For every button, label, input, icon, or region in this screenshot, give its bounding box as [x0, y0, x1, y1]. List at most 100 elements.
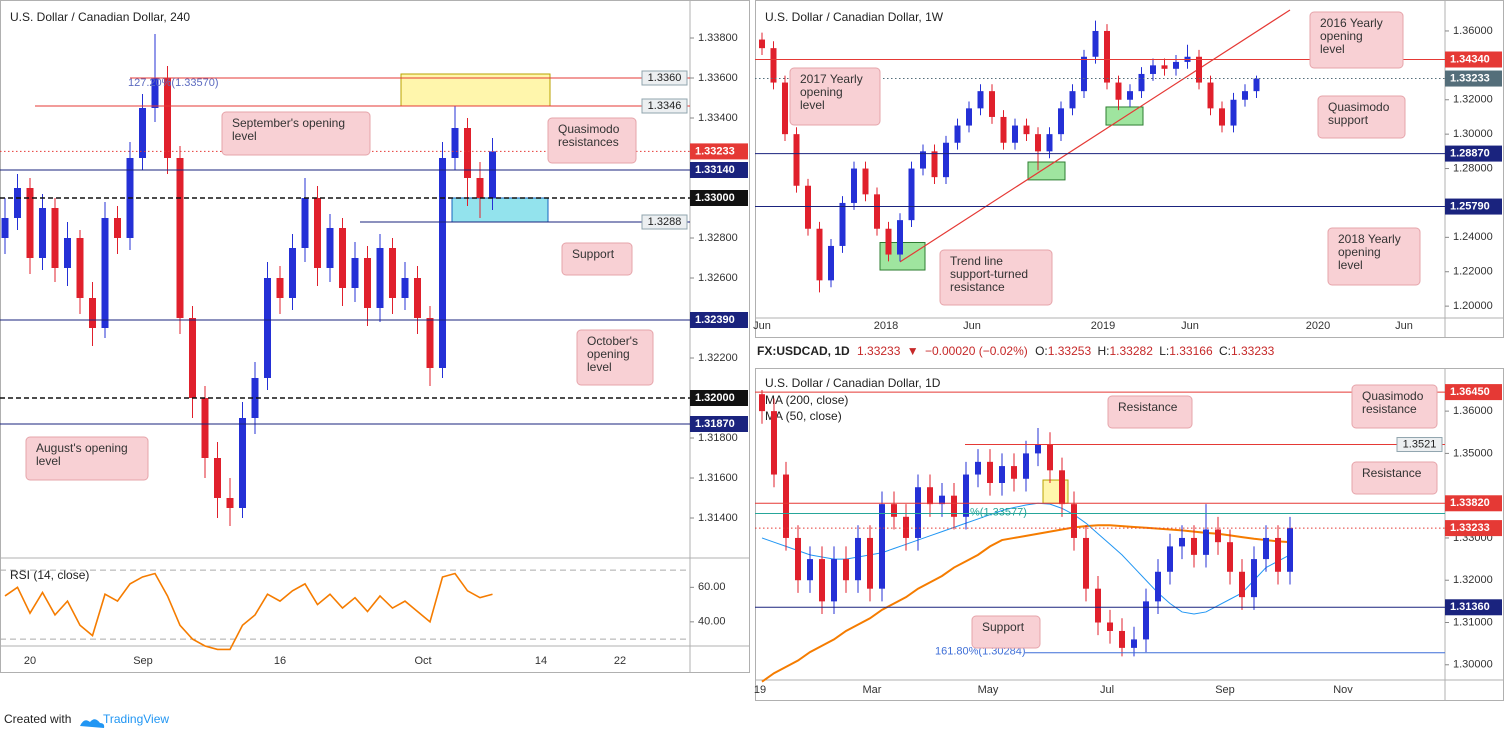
price-tag-label: 1.25790 — [1450, 200, 1490, 212]
candle-body — [1161, 65, 1168, 69]
candle-body — [943, 142, 949, 178]
candle-body — [1219, 108, 1225, 126]
annotation-box — [789, 67, 881, 126]
x-tick-label: May — [978, 684, 999, 696]
y-tick-label: 1.31600 — [698, 472, 738, 484]
y-tick-label: 1.30000 — [1453, 128, 1493, 140]
candle-body — [1069, 91, 1076, 109]
x-tick-label: Nov — [1333, 684, 1353, 696]
candle-body — [151, 78, 159, 108]
x-tick-label: 2018 — [874, 320, 898, 332]
candle-body — [1046, 134, 1053, 152]
candle-body — [1131, 639, 1137, 648]
x-tick-label: Jun — [753, 320, 771, 332]
candle-body — [759, 394, 765, 412]
price-tag — [641, 70, 688, 86]
price-tag-label: 1.33140 — [695, 164, 735, 176]
fib-label: %(1.33577) — [970, 506, 1027, 518]
rsi-title: RSI (14, close) — [10, 568, 89, 582]
price-tag-label: 1.3346 — [648, 100, 682, 112]
x-tick-label: Jun — [1181, 320, 1199, 332]
price-tag-label: 1.3288 — [648, 216, 682, 228]
candle-body — [1230, 99, 1237, 126]
annotation-text: opening — [587, 347, 630, 361]
candle-body — [862, 168, 869, 195]
candle-body — [977, 91, 984, 109]
price-tag — [690, 312, 748, 328]
annotation-box — [1107, 395, 1193, 429]
candle-body — [1047, 444, 1053, 471]
rsi-line — [4, 572, 493, 651]
candle-body — [76, 238, 84, 298]
x-tick-label: 20 — [24, 655, 36, 667]
candle-body — [963, 474, 969, 517]
zone — [400, 73, 551, 107]
candle-body — [14, 188, 21, 218]
candle-body — [401, 278, 409, 298]
candle-body — [226, 498, 234, 508]
candle-body — [1083, 537, 1089, 589]
price-tag-label: 1.32390 — [695, 314, 735, 326]
candle-body — [855, 537, 861, 581]
candle-body — [89, 298, 96, 328]
y-tick-label: 1.35000 — [1453, 447, 1493, 459]
price-tag-label: 1.33233 — [1450, 72, 1490, 84]
x-tick-label: 14 — [535, 655, 547, 667]
annotation-text: Quasimodo — [558, 122, 620, 136]
candle-body — [1104, 30, 1110, 83]
candle-body — [987, 461, 993, 483]
x-tick-label: Jun — [1395, 320, 1413, 332]
quote-arrow: ▼ — [907, 344, 919, 358]
brand-logo — [80, 719, 105, 728]
candle-body — [1, 218, 9, 238]
candle-body — [1143, 601, 1149, 640]
candle-body — [1275, 537, 1281, 572]
x-tick-label: 22 — [614, 655, 626, 667]
annotation-text: resistance — [1362, 402, 1417, 416]
price-tag-label: 1.33820 — [1450, 497, 1490, 509]
candle-body — [326, 228, 334, 268]
candle-body — [951, 495, 957, 517]
y-tick-label: 1.31000 — [1453, 616, 1493, 628]
annotation-text: resistance — [950, 280, 1005, 294]
candle-body — [1251, 559, 1257, 598]
x-tick-label: 19 — [754, 684, 766, 696]
x-tick-label: Mar — [863, 684, 882, 696]
price-tag-label: 1.33233 — [1450, 522, 1490, 534]
zone — [1105, 106, 1144, 126]
candle-body — [805, 185, 811, 229]
annotation-text: opening — [1320, 29, 1363, 43]
y-tick-label: 40.00 — [698, 616, 726, 628]
annotation-box — [1327, 227, 1421, 286]
candle-body — [1115, 82, 1122, 100]
candle-body — [897, 220, 903, 255]
price-tag — [690, 190, 748, 206]
annotation-text: Quasimodo — [1328, 100, 1390, 114]
price-tag-label: 1.36450 — [1450, 386, 1490, 398]
footer-brand: TradingView — [103, 712, 169, 726]
candle-body — [114, 218, 121, 238]
annotation-box — [1351, 384, 1438, 429]
price-tag-label: 1.33233 — [695, 145, 735, 157]
price-tag-label: 1.3360 — [648, 72, 682, 84]
chart-title: U.S. Dollar / Canadian Dollar, 240 — [10, 10, 190, 24]
annotation-text: level — [587, 360, 612, 374]
candle-body — [464, 128, 471, 178]
annotation-text: Resistance — [1362, 466, 1422, 480]
candle-body — [264, 278, 271, 378]
candle-body — [1023, 125, 1030, 135]
candle-body — [1173, 61, 1179, 69]
annotation-text: opening — [1338, 245, 1381, 259]
quote-line: FX:USDCAD, 1D 1.33233 ▼ −0.00020 (−0.02%… — [757, 344, 1275, 358]
price-tag-label: 1.34340 — [1450, 53, 1490, 65]
annotation-text: 2016 Yearly — [1320, 16, 1383, 30]
candle-body — [1196, 56, 1202, 83]
annotation-text: level — [800, 98, 825, 112]
y-tick-label: 1.33800 — [698, 32, 738, 44]
quote-h: H: — [1097, 344, 1109, 358]
candle-body — [1035, 444, 1041, 454]
annotation-text: October's — [587, 334, 638, 348]
annotation-box — [1317, 95, 1406, 139]
